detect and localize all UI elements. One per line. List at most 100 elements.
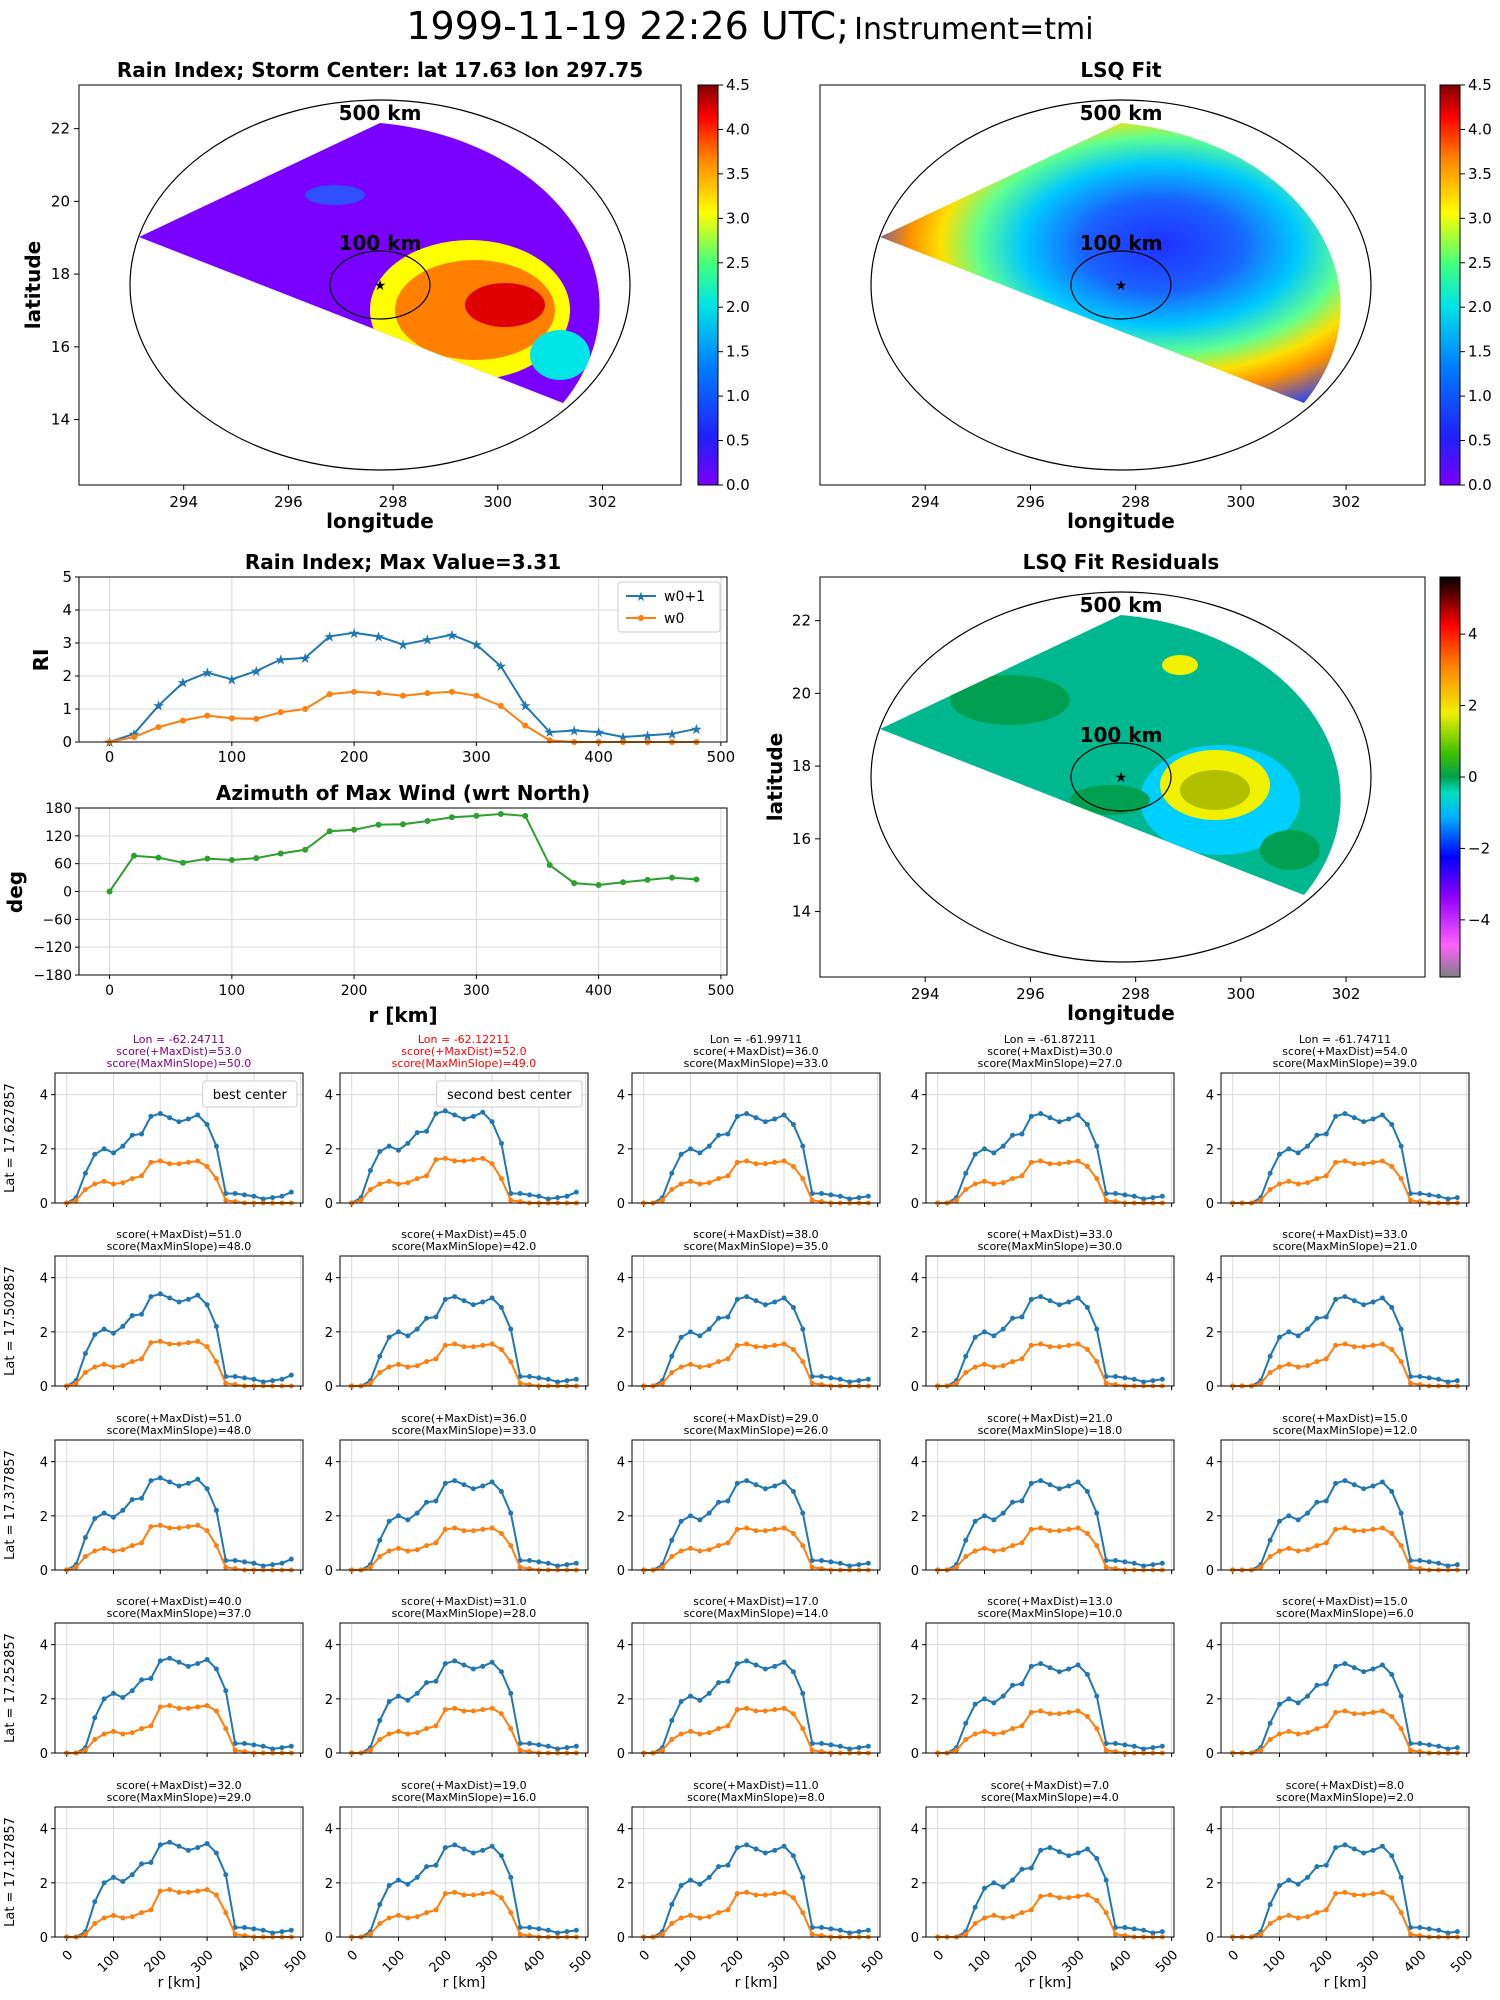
data-point: [1351, 1711, 1357, 1717]
data-point: [847, 1196, 853, 1202]
data-point: [1056, 1895, 1062, 1901]
panel-title-line: Lon = -61.99711: [710, 1033, 802, 1046]
chart-plot-area: [340, 1256, 588, 1386]
data-point: [716, 1864, 722, 1870]
chart-plot-area: [1221, 1256, 1469, 1386]
data-point-star: ★: [274, 653, 287, 669]
chart-ytick-label: 0: [911, 1747, 919, 1762]
data-point: [213, 1666, 219, 1672]
panel-xlabel: r [km]: [1029, 1975, 1072, 1991]
data-point: [232, 1374, 238, 1380]
data-point: [1408, 1931, 1414, 1937]
chart-plot-area: [1221, 1440, 1469, 1570]
data-point: [1436, 1560, 1442, 1566]
panel-title-line: score(MaxMinSlope)=29.0: [107, 1791, 252, 1804]
data-point: [697, 1364, 703, 1370]
data-point: [167, 1839, 173, 1845]
data-point: [1267, 1170, 1273, 1176]
data-point: [120, 1363, 126, 1369]
data-point: [809, 1191, 815, 1197]
map-rain-index-ylabel: latitude: [21, 241, 45, 329]
data-point: [697, 1731, 703, 1737]
chart-xtick-label: 300: [474, 1948, 502, 1976]
chart-xtick-label: 300: [1355, 1948, 1383, 1976]
map-rain-index-yticks: 14 16 18 20 22: [51, 120, 79, 429]
data-point: [809, 1374, 815, 1380]
data-point: [1159, 1193, 1165, 1199]
grid-panel: score(+MaxDist)=40.0score(MaxMinSlope)=3…: [3, 1595, 304, 1762]
data-point: [232, 1558, 238, 1564]
data-point: [251, 1376, 257, 1382]
data-point: [734, 1296, 740, 1302]
chart-ytick-label: 0: [911, 1197, 919, 1212]
grid-panel: score(+MaxDist)=13.0score(MaxMinSlope)=1…: [911, 1595, 1175, 1762]
chart-ytick-label: 2: [40, 1143, 48, 1158]
data-point: [508, 1690, 514, 1696]
data-point: [442, 1845, 448, 1851]
data-point: [1276, 1731, 1282, 1737]
map-rain-index-100km-label: 100 km: [339, 231, 422, 255]
data-point: [139, 1356, 145, 1362]
legend-marker-dot: [638, 615, 644, 621]
chart-frame: [631, 1439, 881, 1571]
data-point: [489, 1843, 495, 1849]
map-xtick-label: 296: [1016, 493, 1045, 511]
data-point: [213, 1850, 219, 1856]
data-point: [573, 1560, 579, 1566]
data-point: [1426, 1559, 1432, 1565]
chart-xtick-label: 200: [1308, 1948, 1336, 1976]
data-point: [386, 1334, 392, 1340]
data-point: [433, 1498, 439, 1504]
colorbar-tick-label: 3.0: [1468, 209, 1492, 227]
data-point: [433, 1678, 439, 1684]
data-point: [1370, 1483, 1376, 1489]
storm-center-marker: ★: [374, 278, 387, 294]
data-point: [762, 1344, 768, 1350]
data-point: [1075, 1893, 1081, 1899]
data-point: [92, 1332, 98, 1338]
data-point: [1056, 1486, 1062, 1492]
data-point: [489, 1705, 495, 1711]
chart-xtick-label: 500: [1153, 1948, 1181, 1976]
data-point: [1122, 1192, 1128, 1198]
data-point: [1398, 1726, 1404, 1732]
data-point: [828, 1192, 834, 1198]
data-point: [678, 1731, 684, 1737]
data-point: [367, 1931, 373, 1937]
data-point: [167, 1295, 173, 1301]
map-xtick-label: 298: [1121, 493, 1150, 511]
data-point: [167, 1161, 173, 1167]
data-point: [1286, 1877, 1292, 1883]
data-point: [1103, 1380, 1109, 1386]
azimuth-ylabel: deg: [3, 871, 27, 913]
chart-ytick-label: 4: [911, 1456, 919, 1471]
data-point: [1084, 1488, 1090, 1494]
data-point: [697, 1697, 703, 1703]
data-point: [157, 1704, 163, 1710]
data-point: [1323, 1681, 1329, 1687]
data-point: [1047, 1845, 1053, 1851]
data-point: [669, 1718, 675, 1723]
colorbar-tick-label: 2.5: [726, 254, 750, 272]
chart-ytick-label: 4: [617, 1089, 625, 1104]
data-point: [678, 1883, 684, 1889]
map-xtick-label: 296: [274, 493, 303, 511]
data-point: [1056, 1669, 1062, 1675]
data-point: [1379, 1889, 1385, 1895]
data-point: [442, 1296, 448, 1302]
data-point: [1361, 1161, 1367, 1167]
data-point: [470, 1113, 476, 1119]
data-point: [405, 1548, 411, 1554]
data-point: [678, 1364, 684, 1370]
data-point: [375, 690, 382, 697]
data-point: [204, 1841, 210, 1847]
data-point: [1122, 1742, 1128, 1748]
rain-index-chart-title: Rain Index; Max Value=3.31: [245, 550, 561, 574]
data-point: [139, 1677, 145, 1683]
data-point: [790, 1669, 796, 1675]
data-point: [1010, 1499, 1016, 1505]
data-point: [223, 1910, 229, 1916]
grid-panel: score(+MaxDist)=17.0score(MaxMinSlope)=1…: [617, 1595, 881, 1762]
colorbar-tick-label: 2.0: [1468, 298, 1492, 316]
data-point: [687, 1728, 693, 1734]
